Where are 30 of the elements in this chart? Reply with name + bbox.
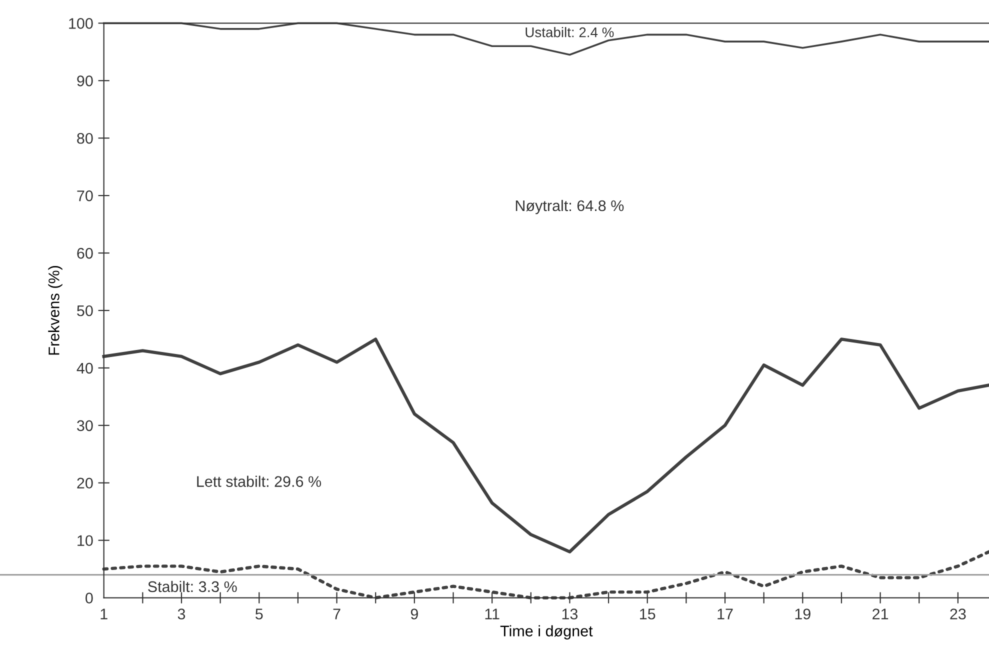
y-tick-label: 30 (77, 420, 93, 432)
y-tick-label: 60 (77, 248, 93, 259)
y-tick-label: 90 (77, 76, 93, 86)
annotation: Nøytralt: 64.8 % (516, 200, 624, 214)
y-tick-label: 10 (78, 535, 93, 546)
y-tick-label: 0 (86, 592, 93, 604)
x-tick-label: 17 (718, 608, 733, 620)
x-tick-label: 5 (256, 608, 263, 620)
x-axis-title: Time i døgnet (500, 625, 593, 640)
annotation: Lett stabilt: 29.6 % (197, 476, 322, 487)
x-tick-label: 7 (333, 608, 340, 620)
y-tick-label: 50 (77, 305, 93, 316)
y-axis-title: Frekvens (%) (48, 266, 62, 355)
x-tick-label: 21 (872, 608, 888, 620)
x-tick-label: 11 (485, 608, 500, 620)
x-tick-label: 3 (178, 608, 186, 620)
annotation: Stabilt: 3.3 % (148, 580, 237, 592)
x-tick-label: 19 (795, 608, 810, 620)
x-tick-label: 13 (562, 608, 578, 620)
y-tick-label: 70 (77, 190, 93, 202)
x-tick-label: 23 (950, 608, 966, 620)
y-tick-label: 20 (77, 478, 93, 489)
x-tick-label: 9 (410, 608, 418, 620)
y-tick-label: 40 (76, 362, 93, 374)
x-tick-label: 15 (640, 608, 656, 620)
y-tick-label: 100 (69, 18, 93, 29)
annotation: Ustabilt: 2.4 % (526, 27, 614, 38)
x-tick-label: 1 (100, 608, 108, 620)
y-tick-label: 80 (77, 132, 93, 144)
line-series (102, 338, 989, 554)
